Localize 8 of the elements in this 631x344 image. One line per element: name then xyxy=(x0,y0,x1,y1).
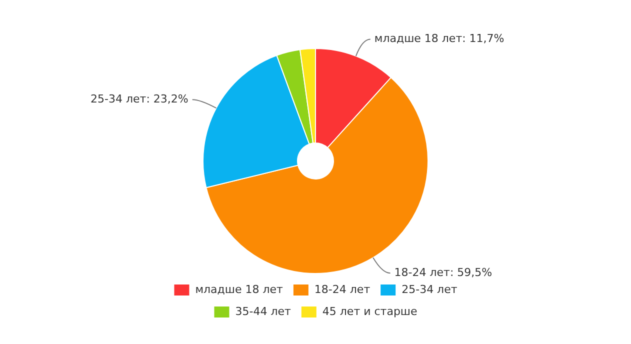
legend-label: 35-44 лет xyxy=(235,304,292,318)
legend-label: 18-24 лет xyxy=(314,282,371,296)
legend-label: 45 лет и старше xyxy=(322,304,418,318)
legend-label: 25-34 лет xyxy=(402,282,458,296)
data-label: 25-34 лет: 23,2% xyxy=(90,92,188,106)
data-label: 18-24 лет: 59,5% xyxy=(394,266,492,279)
legend-label: младше 18 лет xyxy=(195,282,284,296)
data-label: младше 18 лет: 11,7% xyxy=(374,32,504,46)
